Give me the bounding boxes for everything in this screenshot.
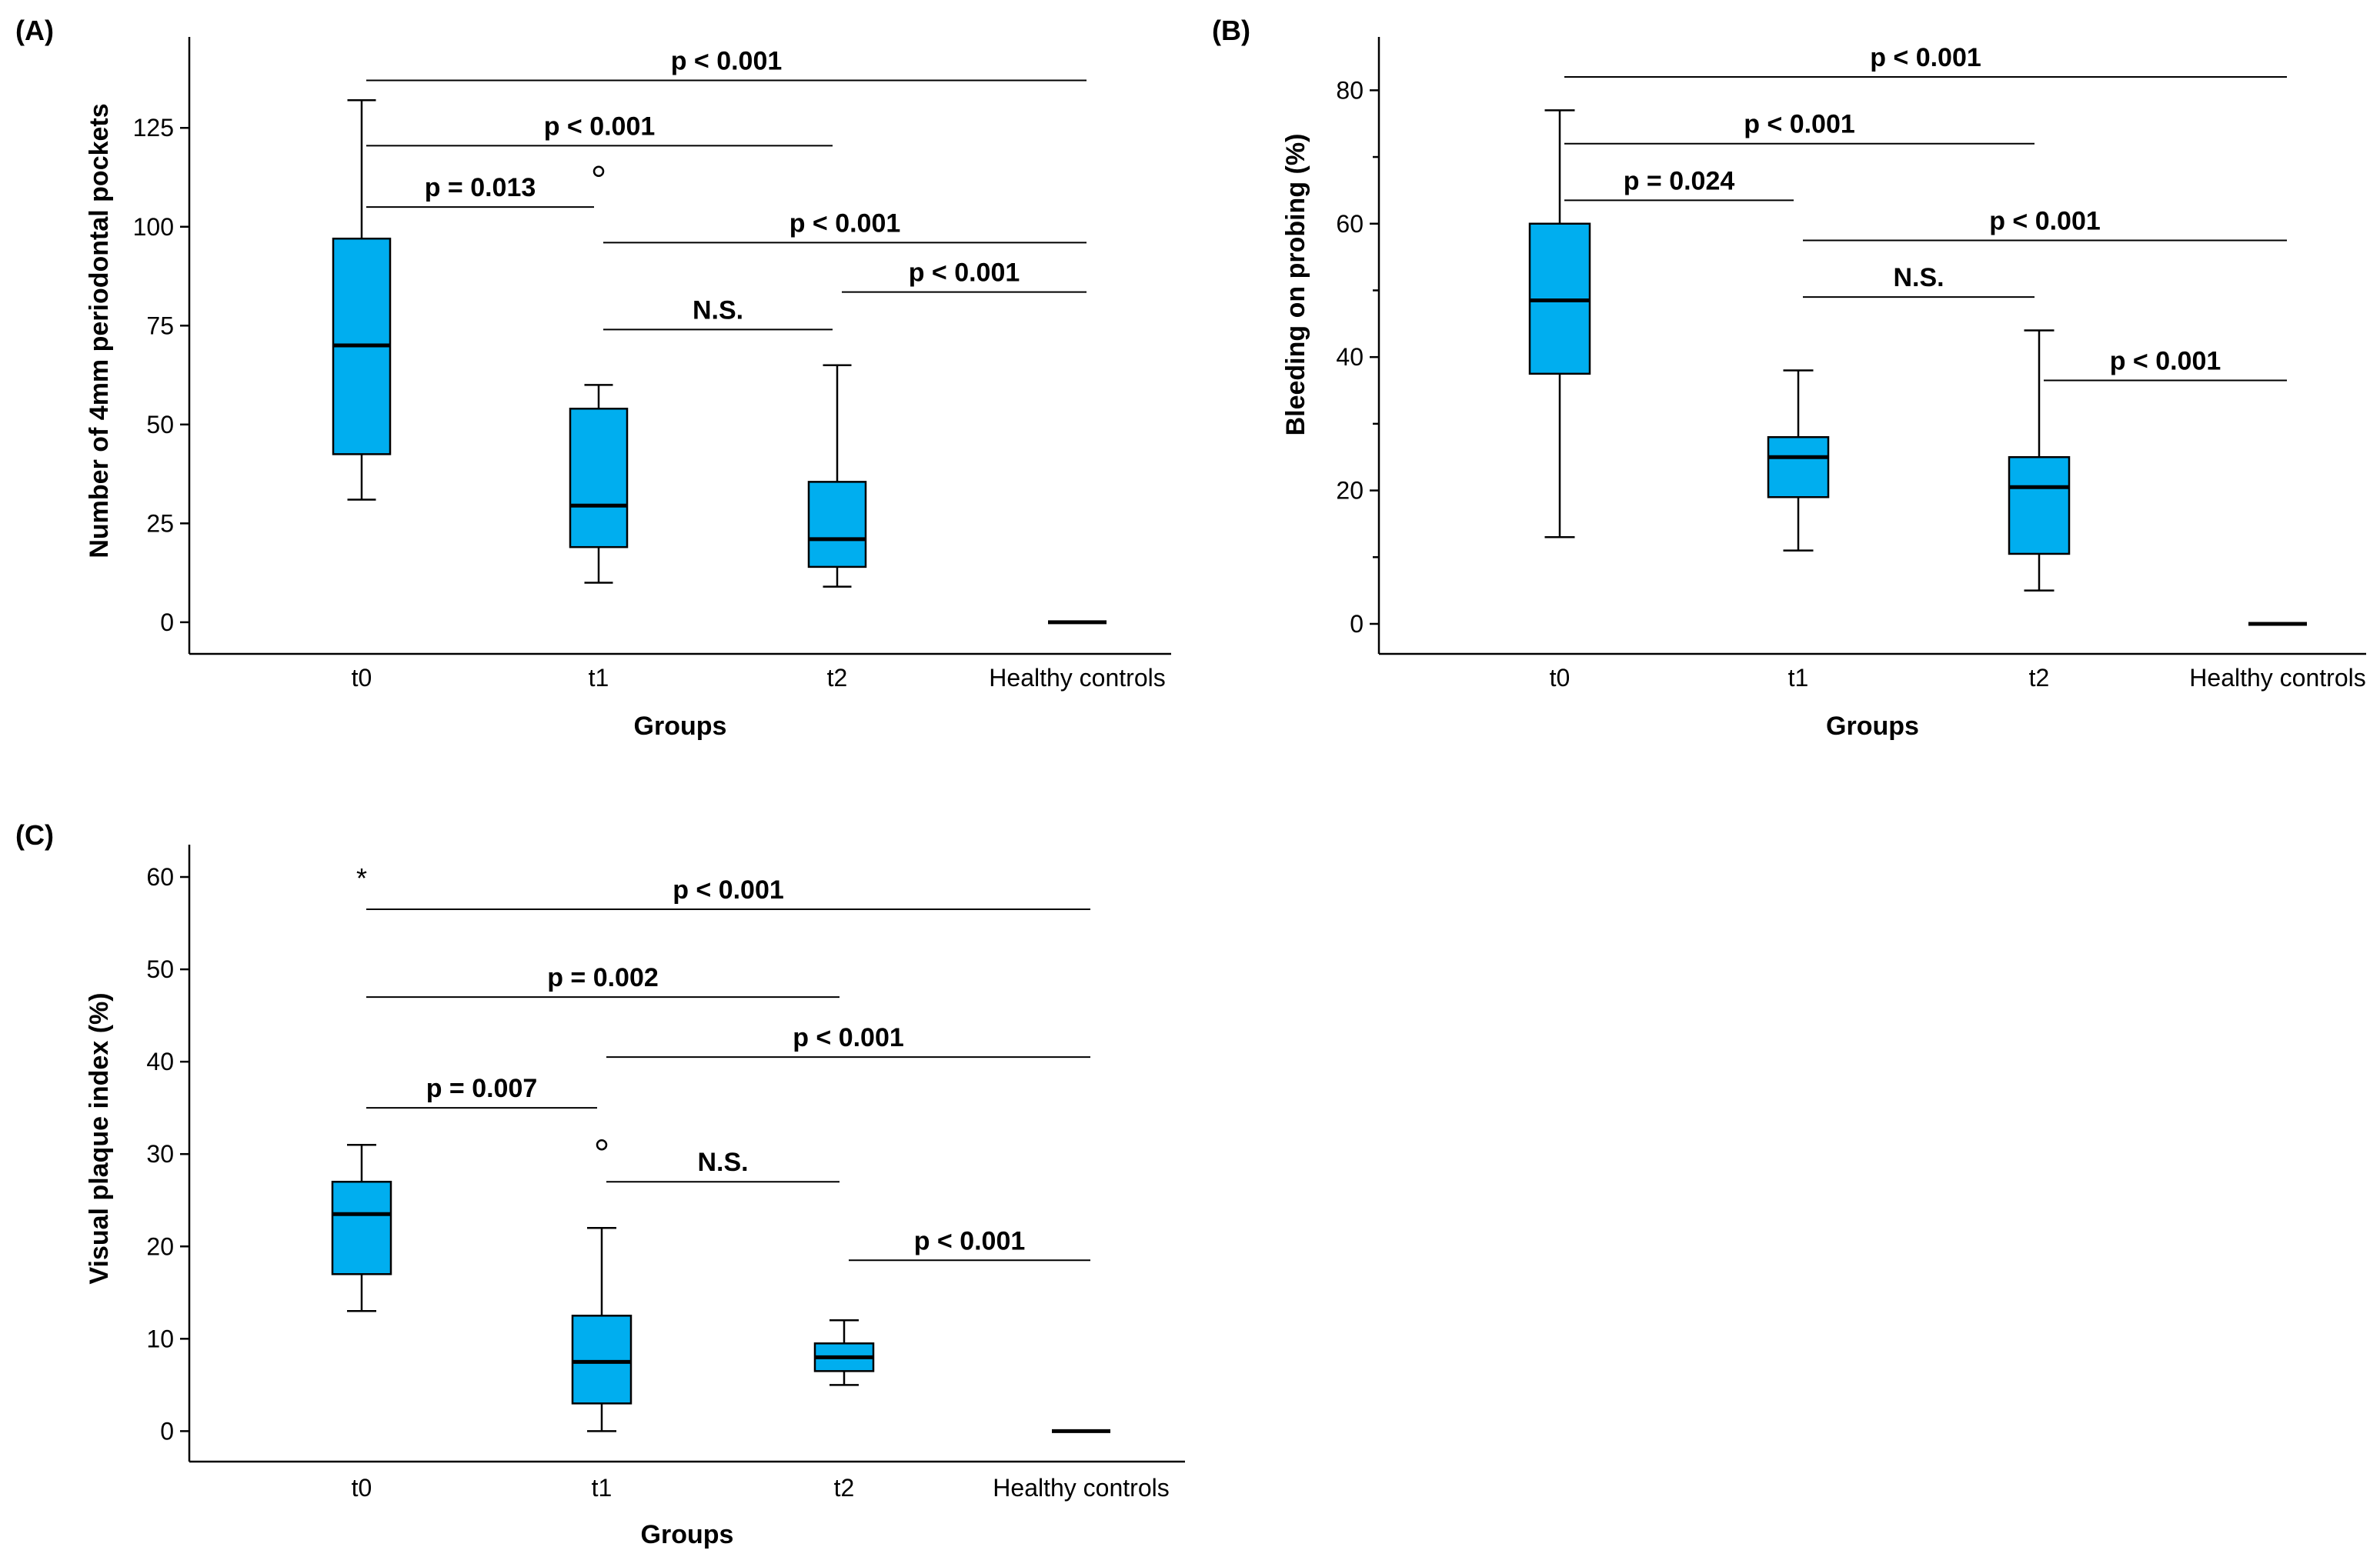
- box-t1: [569, 384, 629, 584]
- x-tick-label: t0: [1550, 664, 1571, 692]
- significance-label: p < 0.001: [1744, 110, 1855, 139]
- iqr-box: [807, 481, 867, 568]
- outlier-point: [592, 165, 605, 178]
- significance-comparison: p < 0.001: [603, 208, 1087, 244]
- box-t0: [331, 1143, 392, 1312]
- y-tick-label: 10: [146, 1325, 174, 1352]
- x-axis-label: Groups: [641, 1520, 734, 1549]
- significance-comparison: p < 0.001: [606, 1023, 1090, 1059]
- significance-comparison: p = 0.013: [366, 173, 594, 208]
- panel-label: (B): [1212, 15, 1250, 46]
- y-tick-label: 25: [146, 509, 174, 537]
- y-tick-label: 80: [1336, 76, 1364, 104]
- significance-label: N.S.: [693, 295, 743, 325]
- y-axis-label: Visual plaque index (%): [85, 992, 114, 1284]
- significance-comparison: p < 0.001: [1564, 110, 2035, 145]
- significance-label: p = 0.002: [547, 963, 659, 992]
- y-tick-label: 75: [146, 312, 174, 339]
- y-tick-label: 0: [160, 1417, 174, 1445]
- iqr-box: [1767, 435, 1830, 498]
- x-tick-label: Healthy controls: [989, 664, 1165, 692]
- significance-label: N.S.: [697, 1148, 748, 1177]
- significance-label: p = 0.024: [1624, 166, 1735, 195]
- x-tick-label: t1: [589, 664, 609, 692]
- significance-label: p < 0.001: [789, 208, 901, 238]
- panel-label: (A): [15, 15, 54, 46]
- significance-label: p = 0.013: [425, 173, 536, 202]
- x-tick-label: t2: [827, 664, 848, 692]
- iqr-box: [571, 1315, 633, 1405]
- box-t0: [332, 99, 392, 501]
- significance-label: p < 0.001: [671, 47, 783, 76]
- y-tick-label: 125: [133, 114, 174, 142]
- box-t0: [1528, 109, 1591, 538]
- x-tick-label: t1: [592, 1474, 613, 1502]
- x-tick-label: t0: [352, 664, 372, 692]
- significance-label: p < 0.001: [914, 1226, 1026, 1255]
- significance-label: N.S.: [1893, 263, 1944, 292]
- y-tick-label: 0: [160, 608, 174, 636]
- iqr-box: [331, 1180, 392, 1275]
- significance-comparison: p < 0.001: [1803, 206, 2287, 242]
- significance-comparison: N.S.: [1803, 263, 2035, 298]
- x-tick-label: t1: [1788, 664, 1809, 692]
- box-t2: [2008, 329, 2071, 592]
- significance-comparison: N.S.: [606, 1148, 840, 1183]
- significance-label: p < 0.001: [1989, 206, 2101, 235]
- y-tick-label: 100: [133, 213, 174, 241]
- box-t2: [807, 364, 867, 588]
- panel-c: (C) 0 10 20 30 40 50 60 Visual plaque index (%) t…: [15, 819, 1185, 1549]
- box-t1: [571, 1226, 633, 1432]
- iqr-box: [569, 408, 629, 548]
- panel-label: (C): [15, 819, 54, 851]
- y-tick-label: 20: [146, 1232, 174, 1260]
- significance-label: p < 0.001: [909, 258, 1020, 288]
- significance-label: p < 0.001: [544, 112, 656, 141]
- x-tick-label: t0: [352, 1474, 372, 1502]
- significance-comparison: p = 0.002: [366, 963, 840, 999]
- y-tick-label: 40: [1336, 343, 1364, 371]
- extreme-point: *: [356, 862, 367, 894]
- significance-comparison: p = 0.024: [1564, 166, 1794, 202]
- x-tick-label: Healthy controls: [2189, 664, 2365, 692]
- x-tick-label: t2: [2029, 664, 2050, 692]
- box-t1: [1767, 369, 1830, 552]
- significance-label: p < 0.001: [793, 1023, 904, 1052]
- significance-comparison: p < 0.001: [366, 112, 833, 147]
- significance-comparison: N.S.: [603, 295, 833, 331]
- outlier-point: [596, 1139, 608, 1151]
- significance-comparison: p = 0.007: [366, 1074, 597, 1109]
- significance-comparison: p < 0.001: [366, 47, 1087, 82]
- y-tick-label: 40: [146, 1048, 174, 1075]
- box-t2: [813, 1319, 875, 1386]
- significance-label: p < 0.001: [1870, 43, 1981, 72]
- y-axis-label: Bleeding on probing (%): [1281, 134, 1310, 436]
- y-tick-label: 60: [146, 863, 174, 891]
- significance-label: p = 0.007: [426, 1074, 538, 1103]
- y-tick-label: 50: [146, 955, 174, 983]
- y-tick-label: 50: [146, 411, 174, 438]
- y-axis-label: Number of 4mm periodontal pockets: [85, 103, 114, 558]
- significance-label: p < 0.001: [2110, 347, 2221, 376]
- panel-a: (A) 0 25 50 75 100 125 Number of 4mm periodonta…: [15, 15, 1171, 741]
- y-tick-label: 20: [1336, 477, 1364, 505]
- significance-comparison: p < 0.001: [366, 875, 1090, 911]
- significance-comparison: p < 0.001: [849, 1226, 1090, 1262]
- x-tick-label: t2: [834, 1474, 855, 1502]
- significance-comparison: p < 0.001: [2044, 347, 2287, 382]
- x-tick-label: Healthy controls: [993, 1474, 1169, 1502]
- y-tick-label: 0: [1350, 610, 1364, 638]
- significance-label: p < 0.001: [673, 875, 784, 905]
- panel-b: (B) 0 20 40 60 80 Bleeding on probing (%) t0 t1 t…: [1212, 15, 2366, 741]
- significance-comparison: p < 0.001: [842, 258, 1087, 293]
- y-tick-label: 30: [146, 1140, 174, 1168]
- significance-comparison: p < 0.001: [1564, 43, 2287, 78]
- x-axis-label: Groups: [1826, 712, 1919, 741]
- iqr-box: [2008, 455, 2071, 555]
- x-axis-label: Groups: [634, 712, 727, 741]
- y-tick-label: 60: [1336, 210, 1364, 238]
